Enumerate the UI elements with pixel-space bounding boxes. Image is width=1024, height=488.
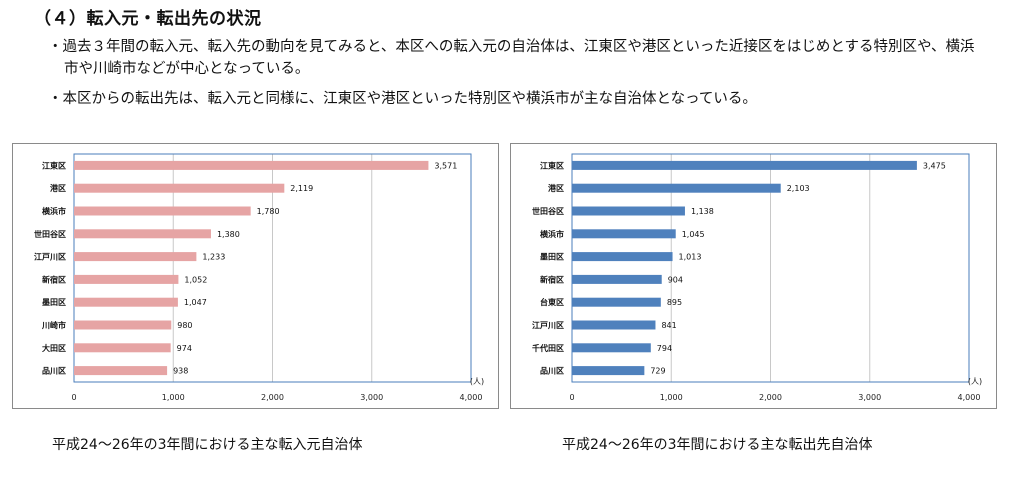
outflow-bar bbox=[572, 206, 685, 216]
inflow-category-label: 新宿区 bbox=[42, 274, 66, 284]
inflow-value-label: 980 bbox=[177, 321, 192, 330]
inflow-category-label: 世田谷区 bbox=[34, 229, 66, 239]
inflow-tick-label: 3,000 bbox=[360, 393, 383, 402]
inflow-value-label: 938 bbox=[173, 367, 188, 376]
outflow-chart-caption: 平成24～26年の3年間における主な転出先自治体 bbox=[562, 437, 873, 453]
outflow-value-label: 841 bbox=[661, 321, 676, 330]
outflow-plot-area bbox=[571, 153, 970, 383]
outflow-category-label: 江東区 bbox=[540, 160, 564, 170]
inflow-value-label: 974 bbox=[177, 344, 192, 353]
outflow-category-label: 台東区 bbox=[540, 297, 564, 307]
inflow-chart: 0 1,000 2,000 3,000 4,000 江東区 3,571 港区 2,119 横浜市 1… bbox=[12, 143, 499, 409]
outflow-tick-label: 1,000 bbox=[660, 393, 683, 402]
inflow-chart-svg: 0 1,000 2,000 3,000 4,000 江東区 3,571 港区 2,119 横浜市 1… bbox=[34, 153, 484, 402]
outflow-value-label: 1,013 bbox=[679, 253, 702, 262]
inflow-value-label: 2,119 bbox=[290, 184, 313, 193]
outflow-category-label: 新宿区 bbox=[540, 274, 564, 284]
outflow-value-label: 794 bbox=[657, 344, 672, 353]
inflow-category-label: 品川区 bbox=[42, 367, 66, 376]
outflow-value-label: 895 bbox=[667, 298, 682, 307]
inflow-category-label: 港区 bbox=[50, 183, 66, 193]
inflow-bar bbox=[74, 206, 251, 216]
outflow-bar bbox=[572, 160, 917, 170]
outflow-value-label: 2,103 bbox=[787, 184, 810, 193]
inflow-category-label: 横浜市 bbox=[42, 206, 66, 216]
inflow-category-label: 大田区 bbox=[42, 343, 66, 353]
bullet-inflow-summary: ・過去３年間の転入元、転入先の動向を見てみると、本区への転入元の自治体は、江東区… bbox=[48, 39, 975, 77]
inflow-bar bbox=[74, 320, 172, 330]
outflow-tick-label: 4,000 bbox=[958, 393, 981, 402]
inflow-tick-label: 0 bbox=[71, 393, 76, 402]
inflow-value-label: 1,047 bbox=[184, 298, 207, 307]
outflow-bar bbox=[572, 183, 781, 193]
inflow-value-label: 1,780 bbox=[257, 207, 280, 216]
outflow-value-label: 729 bbox=[650, 367, 665, 376]
inflow-category-label: 墨田区 bbox=[42, 297, 66, 307]
outflow-bar bbox=[572, 343, 651, 353]
outflow-category-label: 世田谷区 bbox=[532, 206, 564, 216]
inflow-value-label: 1,052 bbox=[184, 275, 207, 284]
outflow-value-label: 1,138 bbox=[691, 207, 714, 216]
inflow-category-label: 江戸川区 bbox=[34, 252, 66, 262]
inflow-tick-label: 2,000 bbox=[261, 393, 284, 402]
inflow-bar bbox=[74, 252, 197, 262]
inflow-chart-caption: 平成24～26年の3年間における主な転入元自治体 bbox=[52, 437, 363, 453]
section-title: （４）転入元・転出先の状況 bbox=[34, 9, 262, 29]
outflow-bar bbox=[572, 297, 661, 307]
inflow-bar bbox=[74, 297, 178, 307]
inflow-category-label: 江東区 bbox=[42, 160, 66, 170]
outflow-unit-label: (人) bbox=[968, 377, 982, 386]
inflow-unit-label: (人) bbox=[470, 377, 484, 386]
outflow-value-label: 1,045 bbox=[682, 230, 705, 239]
outflow-category-label: 千代田区 bbox=[532, 343, 564, 353]
bullet-outflow-summary: ・本区からの転出先は、転入元と同様に、江東区や港区といった特別区や横浜市が主な自… bbox=[48, 91, 757, 107]
outflow-category-label: 品川区 bbox=[540, 367, 564, 376]
inflow-bar bbox=[74, 229, 211, 239]
inflow-category-label: 川崎市 bbox=[41, 320, 66, 330]
bullet-list: ・過去３年間の転入元、転入先の動向を見てみると、本区への転入元の自治体は、江東区… bbox=[48, 36, 978, 118]
inflow-bar bbox=[74, 183, 285, 193]
inflow-bar bbox=[74, 366, 168, 376]
outflow-bar bbox=[572, 252, 673, 262]
inflow-plot-area bbox=[73, 153, 472, 383]
inflow-bar bbox=[74, 343, 171, 353]
inflow-value-label: 3,571 bbox=[434, 161, 457, 170]
inflow-bar bbox=[74, 274, 179, 284]
outflow-bar bbox=[572, 274, 662, 284]
outflow-chart-svg: 0 1,000 2,000 3,000 4,000 江東区 3,475 港区 2,103 世田谷区… bbox=[532, 153, 982, 402]
outflow-bar bbox=[572, 366, 645, 376]
outflow-bar bbox=[572, 229, 676, 239]
outflow-category-label: 港区 bbox=[548, 183, 564, 193]
inflow-tick-label: 1,000 bbox=[162, 393, 185, 402]
inflow-value-label: 1,380 bbox=[217, 230, 240, 239]
outflow-category-label: 横浜市 bbox=[540, 229, 564, 239]
outflow-bar bbox=[572, 320, 656, 330]
outflow-value-label: 904 bbox=[668, 275, 683, 284]
inflow-tick-label: 4,000 bbox=[460, 393, 483, 402]
outflow-tick-label: 3,000 bbox=[858, 393, 881, 402]
outflow-tick-label: 0 bbox=[569, 393, 574, 402]
inflow-value-label: 1,233 bbox=[202, 253, 225, 262]
inflow-bar bbox=[74, 160, 429, 170]
outflow-tick-label: 2,000 bbox=[759, 393, 782, 402]
outflow-chart: 0 1,000 2,000 3,000 4,000 江東区 3,475 港区 2,103 世田谷区… bbox=[510, 143, 997, 409]
outflow-value-label: 3,475 bbox=[923, 161, 946, 170]
outflow-category-label: 江戸川区 bbox=[532, 320, 564, 330]
outflow-category-label: 墨田区 bbox=[540, 252, 564, 262]
